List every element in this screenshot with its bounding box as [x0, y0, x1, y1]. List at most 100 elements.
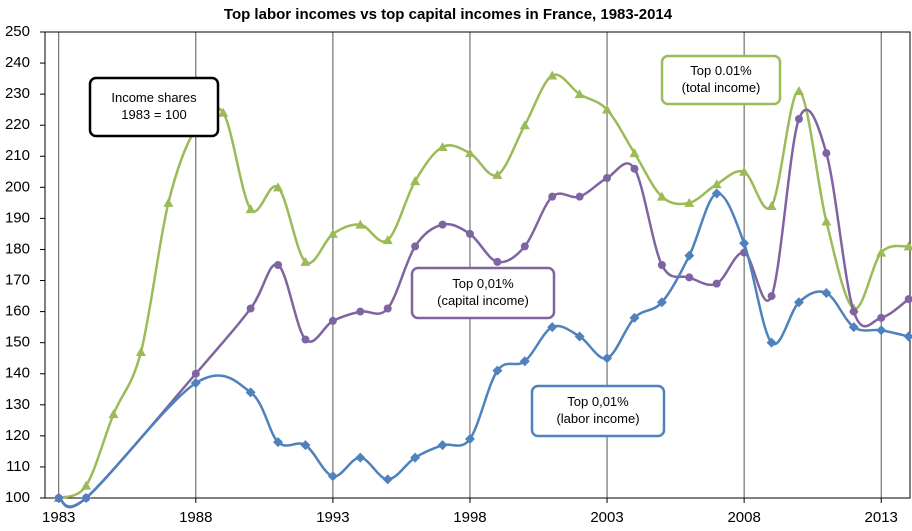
- x-tick-label: 1983: [42, 509, 75, 526]
- y-tick-label: 200: [5, 178, 30, 195]
- point: [382, 474, 393, 485]
- annotation-text: Top 0.01%: [690, 63, 752, 78]
- point: [163, 197, 174, 207]
- point: [274, 261, 283, 269]
- point: [464, 433, 475, 444]
- point: [630, 164, 639, 173]
- point: [657, 261, 666, 269]
- point: [547, 70, 558, 80]
- point: [383, 304, 392, 313]
- point: [355, 219, 366, 229]
- x-tick-label: 1993: [316, 509, 349, 526]
- point: [493, 257, 502, 266]
- point: [684, 250, 695, 261]
- point: [684, 197, 695, 207]
- point: [492, 365, 503, 376]
- point: [793, 86, 804, 96]
- point: [904, 295, 912, 304]
- point: [327, 471, 338, 482]
- point: [877, 313, 886, 322]
- point: [190, 378, 201, 389]
- point: [766, 337, 777, 348]
- point: [218, 107, 229, 117]
- y-tick-label: 170: [5, 272, 30, 289]
- annotation-box: [530, 384, 666, 438]
- point: [437, 440, 448, 451]
- point: [876, 325, 887, 336]
- y-tick-label: 210: [5, 147, 30, 164]
- y-tick-label: 180: [5, 240, 30, 257]
- point: [328, 316, 337, 325]
- point: [821, 287, 832, 298]
- y-tick-label: 230: [5, 85, 30, 102]
- point: [273, 182, 284, 192]
- x-tick-label: 2013: [865, 509, 898, 526]
- point: [685, 273, 694, 282]
- point: [574, 89, 585, 99]
- y-tick-label: 220: [5, 116, 30, 133]
- y-tick-label: 110: [6, 458, 30, 475]
- point: [548, 192, 557, 201]
- point: [739, 238, 750, 249]
- point: [712, 279, 721, 288]
- point: [848, 322, 859, 333]
- point: [301, 335, 310, 344]
- point: [81, 480, 92, 490]
- point: [411, 242, 420, 251]
- annotation-box: [660, 54, 782, 106]
- point: [300, 256, 311, 266]
- x-tick-label: 1988: [179, 509, 212, 526]
- point: [245, 387, 256, 398]
- point: [602, 104, 613, 114]
- y-tick-label: 100: [5, 489, 30, 506]
- point: [519, 356, 530, 367]
- point: [821, 216, 832, 226]
- point: [793, 297, 804, 308]
- point: [410, 176, 421, 186]
- point: [629, 148, 640, 158]
- y-tick-label: 160: [5, 303, 30, 320]
- point: [465, 229, 474, 238]
- point: [273, 437, 284, 448]
- point: [794, 114, 803, 123]
- point: [711, 179, 722, 189]
- annotation-text: Top 0,01%: [452, 276, 514, 291]
- point: [547, 322, 558, 333]
- annotation-text: Top 0,01%: [567, 394, 629, 409]
- point: [520, 242, 529, 251]
- point: [135, 346, 146, 356]
- point: [382, 235, 393, 245]
- point: [766, 200, 777, 210]
- point: [245, 204, 256, 214]
- point: [53, 493, 64, 503]
- point: [300, 440, 311, 451]
- y-tick-label: 130: [5, 396, 30, 413]
- point: [603, 174, 612, 183]
- point: [327, 228, 338, 238]
- point: [81, 493, 92, 503]
- point: [575, 192, 584, 201]
- chart-title: Top labor incomes vs top capital incomes…: [224, 6, 673, 23]
- y-tick-label: 120: [5, 427, 30, 444]
- point: [656, 191, 667, 201]
- annotation-text: (total income): [682, 80, 761, 95]
- point: [822, 149, 831, 158]
- point: [711, 188, 722, 199]
- point: [739, 166, 750, 176]
- point: [519, 120, 530, 130]
- point: [602, 353, 613, 364]
- y-tick-label: 190: [5, 209, 30, 226]
- point: [437, 141, 448, 151]
- point: [108, 409, 119, 419]
- y-tick-label: 140: [5, 365, 30, 382]
- y-tick-label: 250: [5, 23, 30, 40]
- point: [246, 304, 255, 313]
- y-tick-label: 150: [5, 334, 30, 351]
- annotation-text: (labor income): [556, 411, 639, 426]
- point: [876, 247, 887, 257]
- point: [356, 307, 365, 316]
- point: [438, 220, 447, 229]
- point: [629, 312, 640, 323]
- point: [656, 297, 667, 308]
